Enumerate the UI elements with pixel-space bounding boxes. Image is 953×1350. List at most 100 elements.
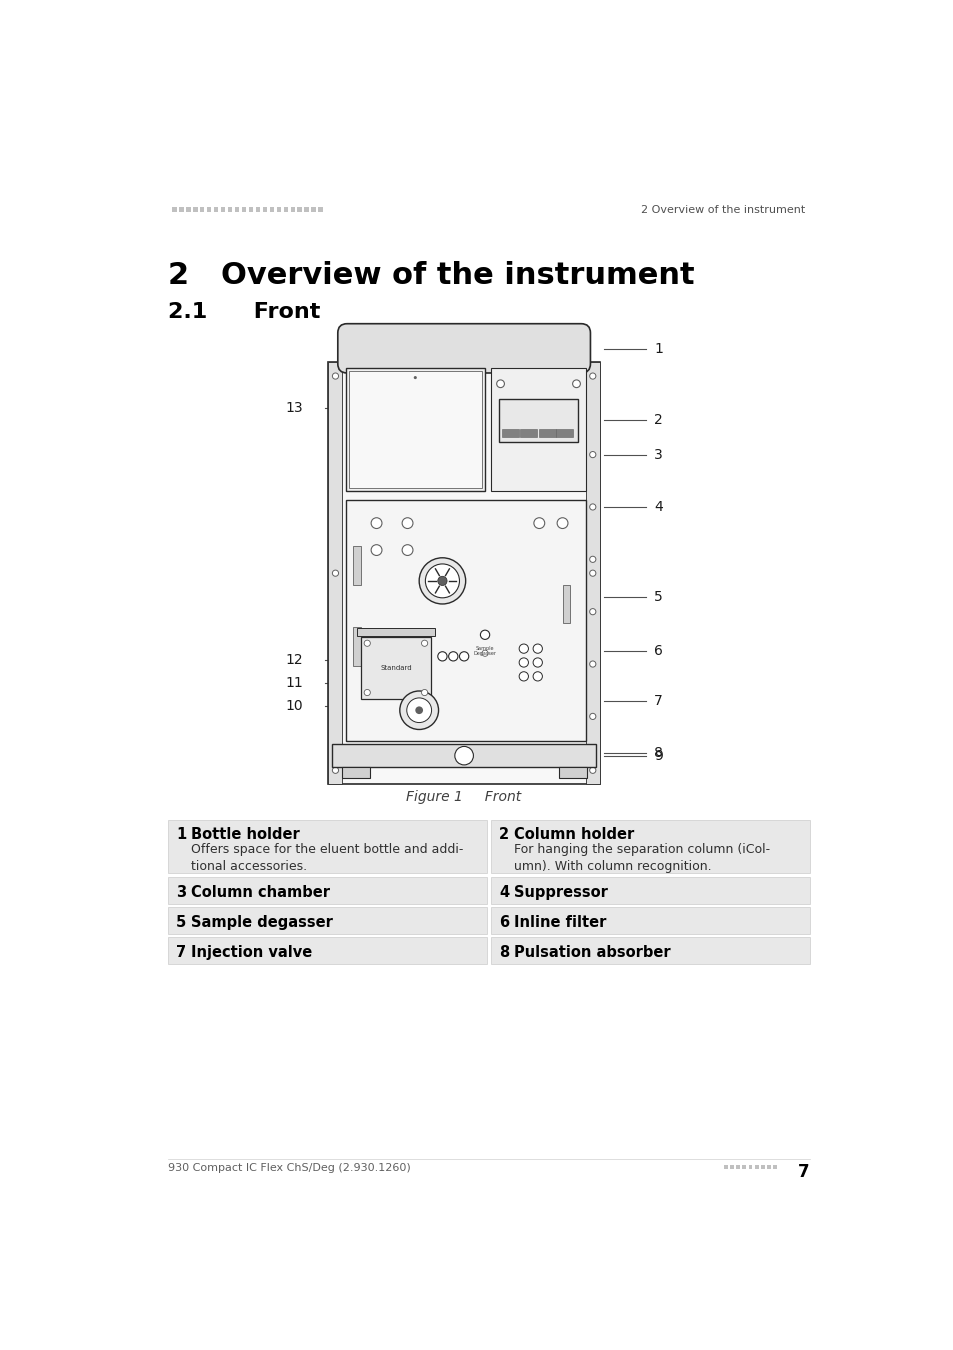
Circle shape: [497, 379, 504, 387]
Bar: [501, 429, 518, 437]
Bar: [276, 208, 281, 212]
Bar: [213, 208, 218, 212]
Circle shape: [455, 747, 473, 765]
Text: 3: 3: [654, 448, 662, 462]
Text: 10: 10: [286, 699, 303, 713]
Text: 9: 9: [654, 749, 662, 763]
Bar: [491, 819, 809, 873]
Bar: [311, 208, 315, 212]
Bar: [360, 637, 431, 699]
Bar: [585, 362, 599, 784]
Bar: [328, 362, 342, 784]
Bar: [220, 208, 225, 212]
Circle shape: [459, 652, 468, 662]
Bar: [249, 208, 253, 212]
Text: 6: 6: [498, 915, 509, 930]
Text: For hanging the separation column (iCol-
umn). With column recognition.: For hanging the separation column (iCol-…: [514, 842, 770, 872]
Circle shape: [371, 544, 381, 555]
Circle shape: [557, 518, 567, 528]
Circle shape: [406, 698, 431, 722]
Text: Injection valve: Injection valve: [192, 945, 313, 960]
Circle shape: [518, 644, 528, 653]
Bar: [356, 628, 435, 636]
Text: 4: 4: [654, 500, 662, 514]
Text: Press: Press: [529, 409, 547, 414]
Circle shape: [402, 518, 413, 528]
Bar: [241, 208, 246, 212]
Text: Figure 1     Front: Figure 1 Front: [406, 790, 521, 805]
Text: Offers space for the eluent bottle and addi-
tional accessories.: Offers space for the eluent bottle and a…: [192, 842, 463, 872]
Circle shape: [589, 570, 596, 576]
Bar: [760, 1165, 764, 1169]
Circle shape: [589, 609, 596, 614]
Circle shape: [572, 379, 579, 387]
Circle shape: [414, 377, 416, 379]
Circle shape: [425, 564, 459, 598]
Bar: [255, 208, 260, 212]
Bar: [736, 1165, 740, 1169]
Circle shape: [421, 640, 427, 647]
Circle shape: [533, 644, 542, 653]
Bar: [345, 500, 585, 741]
Text: Inline filter: Inline filter: [514, 915, 606, 930]
Bar: [262, 208, 267, 212]
Circle shape: [534, 518, 544, 528]
Bar: [186, 208, 191, 212]
Circle shape: [402, 544, 413, 555]
Bar: [193, 208, 197, 212]
Text: 2 Overview of the instrument: 2 Overview of the instrument: [640, 205, 804, 215]
Circle shape: [448, 652, 457, 662]
Bar: [304, 208, 309, 212]
Circle shape: [437, 576, 447, 586]
Text: Pulsation absorber: Pulsation absorber: [514, 945, 670, 960]
Text: Column holder: Column holder: [514, 828, 634, 842]
Circle shape: [418, 558, 465, 603]
Bar: [748, 1165, 752, 1169]
Bar: [207, 208, 212, 212]
Circle shape: [481, 651, 488, 656]
Bar: [491, 907, 809, 934]
Bar: [318, 208, 323, 212]
Bar: [562, 585, 570, 624]
Text: 8: 8: [498, 945, 509, 960]
Circle shape: [589, 556, 596, 563]
Text: 2.1      Front: 2.1 Front: [168, 302, 320, 323]
Bar: [537, 429, 555, 437]
Text: 8: 8: [654, 747, 662, 760]
Text: 5: 5: [175, 915, 186, 930]
Bar: [491, 369, 585, 491]
Bar: [270, 208, 274, 212]
Text: 7: 7: [654, 694, 662, 707]
Bar: [168, 819, 486, 873]
Circle shape: [437, 652, 447, 662]
Text: Bottle holder: Bottle holder: [192, 828, 300, 842]
Bar: [172, 208, 176, 212]
Text: 1: 1: [175, 828, 186, 842]
Circle shape: [480, 630, 489, 640]
Circle shape: [518, 672, 528, 680]
Bar: [348, 371, 481, 487]
Bar: [729, 1165, 733, 1169]
Text: 5: 5: [654, 590, 662, 603]
Bar: [291, 208, 294, 212]
Bar: [556, 429, 573, 437]
Circle shape: [371, 518, 381, 528]
Bar: [491, 937, 809, 964]
Circle shape: [589, 504, 596, 510]
Bar: [723, 1165, 727, 1169]
Text: 3: 3: [175, 886, 186, 900]
Text: 2: 2: [654, 413, 662, 427]
Text: 12: 12: [286, 653, 303, 667]
Circle shape: [399, 691, 438, 729]
Bar: [199, 208, 204, 212]
Text: 13: 13: [286, 401, 303, 416]
Text: Suppressor: Suppressor: [514, 886, 608, 900]
Bar: [766, 1165, 770, 1169]
Text: 2: 2: [498, 828, 509, 842]
Text: 1: 1: [654, 342, 662, 356]
Bar: [168, 878, 486, 903]
Circle shape: [332, 570, 338, 576]
Circle shape: [589, 767, 596, 774]
Bar: [353, 547, 360, 585]
Text: 11: 11: [286, 676, 303, 690]
